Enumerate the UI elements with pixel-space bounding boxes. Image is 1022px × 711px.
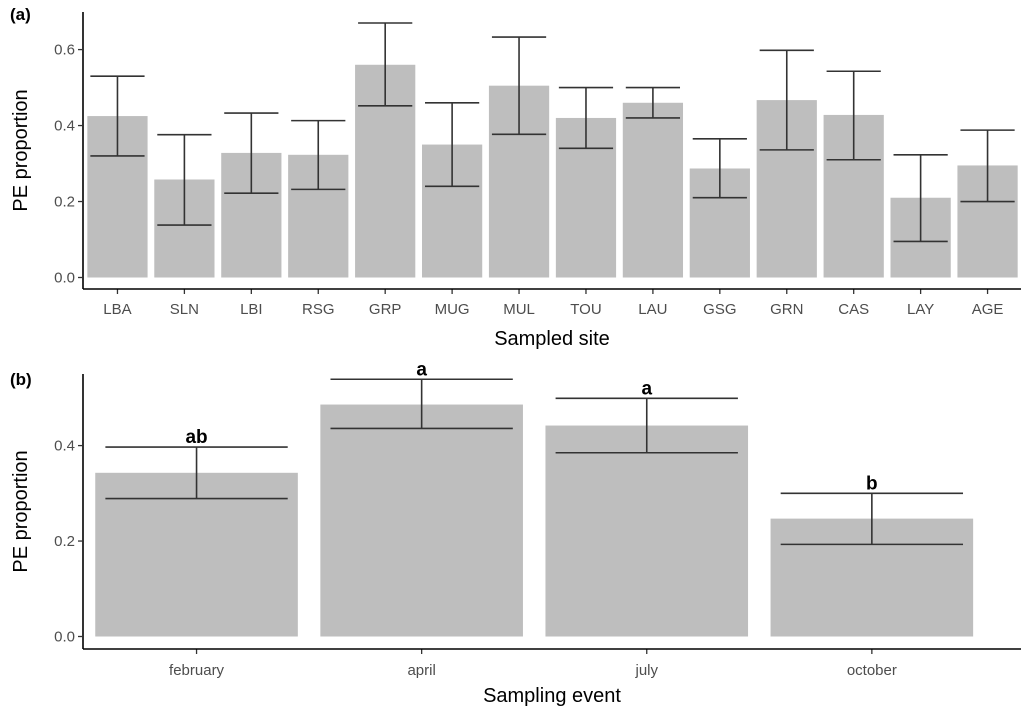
x-axis-title: Sampled site	[494, 328, 610, 350]
x-tick-label: GRP	[369, 301, 402, 318]
panel-b: (b) ab february a april a july b october 0.0 0.2 0.…	[10, 359, 1021, 707]
x-tick-label: february	[169, 662, 225, 679]
x-tick-label: july	[634, 662, 658, 679]
y-tick-label: 0.0	[54, 629, 75, 646]
significance-label: b	[866, 473, 878, 494]
x-tick-label: LAY	[907, 301, 934, 318]
bar	[95, 472, 298, 637]
x-tick-label: MUL	[503, 301, 535, 318]
y-tick-label: 0.2	[54, 533, 75, 550]
y-axis-title: PE proportion	[10, 450, 32, 572]
x-tick-label: MUG	[435, 301, 470, 318]
y-axis-title: PE proportion	[10, 89, 32, 211]
x-tick-label: CAS	[838, 301, 869, 318]
x-tick-label: SLN	[170, 301, 199, 318]
bar	[320, 404, 523, 637]
x-tick-label: LBA	[103, 301, 131, 318]
bar	[545, 425, 749, 637]
y-tick-label: 0.6	[54, 42, 75, 59]
significance-label: a	[641, 378, 652, 399]
x-tick-label: LBI	[240, 301, 263, 318]
x-tick-label: LAU	[638, 301, 667, 318]
x-axis-title: Sampling event	[483, 685, 621, 707]
y-tick-label: 0.0	[54, 270, 75, 287]
panel-label: (a)	[10, 5, 31, 24]
x-tick-label: RSG	[302, 301, 335, 318]
x-tick-label: GSG	[703, 301, 736, 318]
x-tick-label: april	[407, 662, 435, 679]
y-tick-label: 0.2	[54, 194, 75, 211]
x-tick-label: october	[847, 662, 897, 679]
panel-label: (b)	[10, 370, 32, 389]
x-tick-label: TOU	[570, 301, 601, 318]
y-tick-label: 0.4	[54, 438, 75, 455]
bar	[622, 102, 684, 278]
x-tick-label: GRN	[770, 301, 803, 318]
significance-label: ab	[185, 427, 207, 448]
significance-label: a	[416, 359, 427, 380]
x-tick-label: AGE	[972, 301, 1004, 318]
y-tick-label: 0.4	[54, 118, 75, 135]
panel-a: (a) LBA SLN LBI RSG GRP MUG MUL TOU LAU GSG GRN CAS L…	[10, 5, 1021, 350]
